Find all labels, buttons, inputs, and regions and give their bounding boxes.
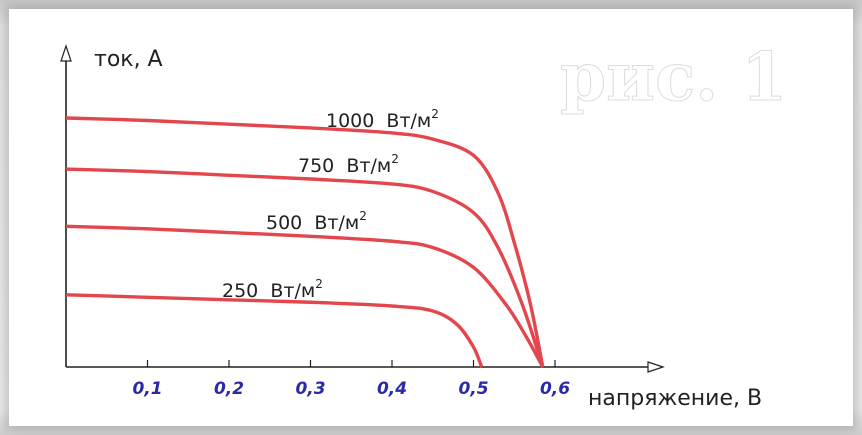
curve-250 — [65, 293, 484, 368]
curve-750 — [65, 167, 545, 368]
x-tick-label: 0,5 — [458, 379, 488, 399]
figure-panel — [9, 9, 853, 426]
curve-label-750: 750 Вт/м2 — [298, 152, 399, 177]
x-tick-label: 0,2 — [214, 379, 244, 399]
x-tick-label: 0,1 — [132, 379, 162, 399]
curve-500 — [65, 224, 545, 368]
curve-1000 — [65, 116, 545, 368]
curve-label-1000: 1000 Вт/м2 — [326, 107, 439, 132]
curve-labels: 1000 Вт/м2 750 Вт/м2 500 Вт/м2 250 Вт/м2 — [222, 107, 439, 302]
x-tick-label: 0,4 — [377, 379, 407, 399]
y-axis-title: ток, А — [94, 47, 163, 72]
x-axis-title: напряжение, В — [588, 386, 762, 411]
x-tick-label: 0,6 — [540, 379, 570, 399]
y-axis-arrow-icon — [60, 44, 72, 62]
x-axis-arrow-icon — [647, 361, 665, 373]
curve-label-250: 250 Вт/м2 — [222, 277, 323, 302]
x-ticks: 0,1 0,2 0,3 0,4 0,5 0,6 — [132, 360, 570, 399]
x-tick-label: 0,3 — [295, 379, 325, 399]
figure-label: рис. 1 — [560, 38, 787, 116]
curves — [65, 116, 545, 368]
curve-label-500: 500 Вт/м2 — [266, 209, 367, 234]
